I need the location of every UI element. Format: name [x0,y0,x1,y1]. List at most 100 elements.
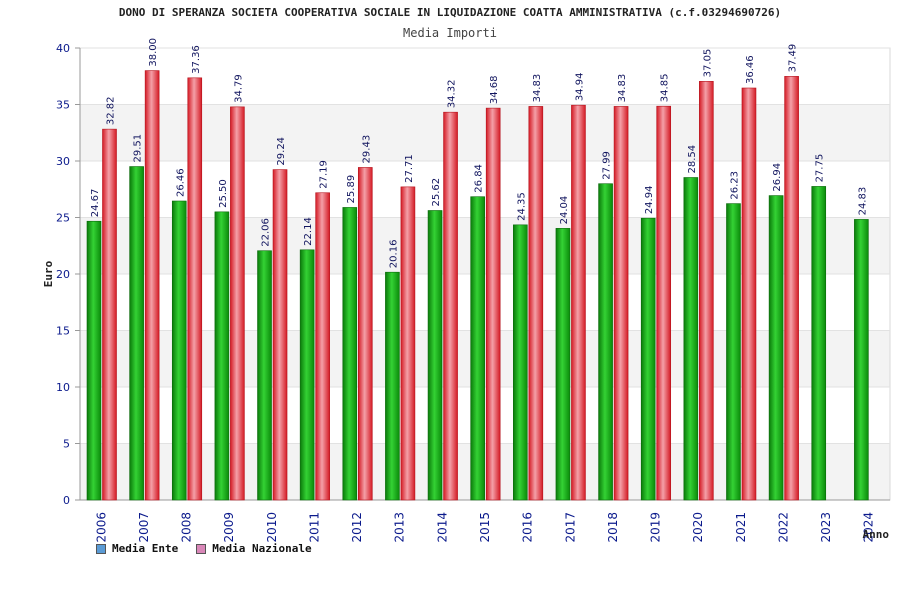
bar-media-ente [86,220,102,501]
bar-value-label: 27.75 [815,154,826,183]
y-tick-label: 15 [56,325,70,338]
legend-item-ente: Media Ente [96,542,178,555]
bar-media-ente [726,203,741,501]
x-tick-label: 2015 [478,512,492,543]
x-tick-label: 2023 [819,512,833,543]
bar-media-nazionale [400,186,416,501]
bar-value-label: 34.83 [617,74,628,103]
x-tick-label: 2021 [734,512,748,543]
x-tick-label: 2010 [265,512,279,543]
bar-value-label: 34.32 [447,80,458,109]
bar-value-label: 24.35 [516,192,527,221]
bar-media-ente [470,196,485,501]
bar-value-label: 20.16 [388,240,399,269]
bar-value-label: 34.83 [532,74,543,103]
bar-media-ente [811,186,827,501]
x-tick-label: 2018 [606,512,620,543]
bar-value-label: 24.94 [644,186,655,215]
bar-value-label: 29.43 [361,135,372,164]
x-axis-title: Anno [863,528,890,541]
bar-media-nazionale [613,106,629,501]
bar-media-nazionale [272,169,288,501]
y-tick-label: 0 [63,494,70,507]
bar-media-nazionale [315,192,330,501]
bar-media-nazionale [144,70,160,501]
bar-media-nazionale [230,106,245,501]
bar-value-label: 22.14 [303,217,314,246]
bar-media-ente [427,210,443,501]
bar-media-nazionale [571,104,586,501]
bar-media-ente [598,183,613,501]
bar-value-label: 38.00 [148,38,159,67]
bar-media-nazionale [699,81,714,501]
bar-media-ente [257,250,272,501]
chart-subtitle: Media Importi [403,26,497,40]
legend-label-ente: Media Ente [112,542,179,555]
legend: Media Ente Media Nazionale [96,542,312,555]
y-tick-label: 25 [56,212,70,225]
bar-value-label: 26.46 [175,168,186,197]
x-tick-label: 2014 [435,512,449,543]
x-tick-label: 2011 [307,512,321,543]
bar-media-ente [555,228,571,501]
bar-media-ente [768,195,784,501]
bar-media-ente [513,224,528,501]
bar-media-nazionale [485,107,501,501]
bar-value-label: 25.50 [218,179,229,208]
legend-item-nazionale: Media Nazionale [196,542,312,555]
bar-value-label: 24.83 [857,187,868,216]
x-tick-label: 2017 [563,512,577,543]
bar-media-nazionale [357,167,373,501]
x-tick-label: 2007 [137,512,151,543]
y-tick-label: 40 [56,42,70,55]
bar-value-label: 34.79 [233,74,244,103]
bar-value-label: 27.99 [602,151,613,180]
bar-media-nazionale [784,76,799,501]
bar-value-label: 26.84 [474,164,485,193]
bar-value-label: 34.85 [660,74,671,103]
bar-media-ente [640,217,656,501]
bar-value-label: 25.62 [431,178,442,207]
legend-swatch-nazionale [196,543,207,554]
bar-value-label: 22.06 [261,218,272,247]
bar-value-label: 28.54 [687,145,698,174]
bar-media-nazionale [741,87,757,501]
bar-value-label: 32.82 [106,96,117,125]
y-tick-label: 10 [56,381,70,394]
x-tick-label: 2013 [393,512,407,543]
bar-value-label: 29.51 [133,134,144,163]
bar-media-ente [854,219,869,501]
bar-value-label: 36.46 [745,55,756,84]
legend-label-nazionale: Media Nazionale [212,542,312,555]
x-tick-label: 2016 [521,512,535,543]
bar-value-label: 27.71 [404,154,415,183]
bar-value-label: 34.68 [489,75,500,104]
bar-value-label: 26.23 [729,171,740,200]
y-tick-label: 35 [56,99,70,112]
bar-value-label: 29.24 [276,137,287,166]
bar-media-nazionale [656,105,672,501]
bar-media-nazionale [102,128,117,501]
bar-media-ente [342,207,358,501]
y-axis-title: Euro [42,260,55,287]
bar-media-ente [214,211,230,501]
legend-swatch-ente [96,543,106,554]
bar-value-label: 24.04 [559,196,570,225]
bar-value-label: 37.36 [191,45,202,74]
bar-media-ente [299,249,315,501]
bar-media-ente [385,271,400,501]
bar-value-label: 24.67 [90,189,101,218]
x-tick-label: 2008 [180,512,194,543]
bar-value-label: 37.49 [788,44,799,73]
bar-media-ente [171,200,187,501]
bar-media-nazionale [443,111,458,501]
x-tick-label: 2019 [649,512,663,543]
bar-value-label: 34.94 [574,73,585,102]
bar-value-label: 27.19 [319,160,330,189]
x-tick-label: 2024 [862,512,876,543]
bar-media-ente [129,166,144,501]
bar-value-label: 25.89 [346,175,357,204]
x-tick-label: 2022 [776,512,790,543]
